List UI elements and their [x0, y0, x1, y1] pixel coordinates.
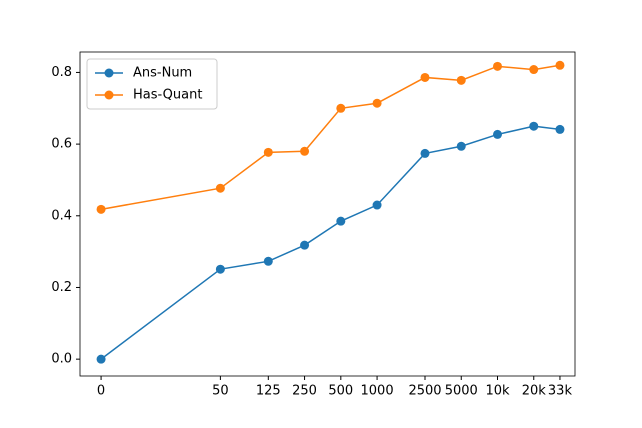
point	[529, 121, 539, 131]
point	[336, 216, 346, 226]
point	[420, 72, 430, 82]
point	[372, 98, 382, 108]
x-tick-label: 125	[256, 384, 281, 399]
point	[372, 200, 382, 210]
point	[420, 148, 430, 158]
point	[493, 61, 503, 71]
legend-marker	[104, 90, 114, 100]
x-tick-label: 50	[212, 384, 229, 399]
point	[529, 65, 539, 75]
y-tick-label: 0.2	[51, 280, 72, 295]
point	[456, 141, 466, 151]
point	[555, 60, 565, 70]
point	[215, 183, 225, 193]
x-tick-label: 2500	[408, 384, 441, 399]
point	[96, 204, 106, 214]
y-tick-label: 0.0	[51, 352, 72, 367]
legend-marker	[104, 68, 114, 78]
x-tick-label: 33k	[548, 384, 573, 399]
legend-box	[86, 58, 218, 110]
point	[263, 256, 273, 266]
point	[493, 129, 503, 139]
y-tick-label: 0.8	[51, 65, 72, 80]
y-tick-label: 0.6	[51, 137, 72, 152]
x-tick-label: 10k	[485, 384, 510, 399]
y-tick-label: 0.4	[51, 208, 72, 223]
point	[555, 124, 565, 134]
x-tick-label: 5000	[445, 384, 478, 399]
legend-label: Has-Quant	[133, 88, 202, 103]
x-tick-label: 250	[292, 384, 317, 399]
point	[215, 264, 225, 274]
point	[456, 75, 466, 85]
x-tick-label: 20k	[522, 384, 547, 399]
point	[336, 103, 346, 113]
point	[300, 240, 310, 250]
point	[300, 146, 310, 156]
plot-frame	[79, 51, 576, 377]
point	[263, 147, 273, 157]
series-line	[100, 125, 561, 360]
x-tick-label: 1000	[361, 384, 394, 399]
point	[96, 354, 106, 364]
legend-label: Ans-Num	[133, 66, 192, 81]
x-tick-label: 0	[97, 384, 105, 399]
x-tick-label: 500	[328, 384, 353, 399]
